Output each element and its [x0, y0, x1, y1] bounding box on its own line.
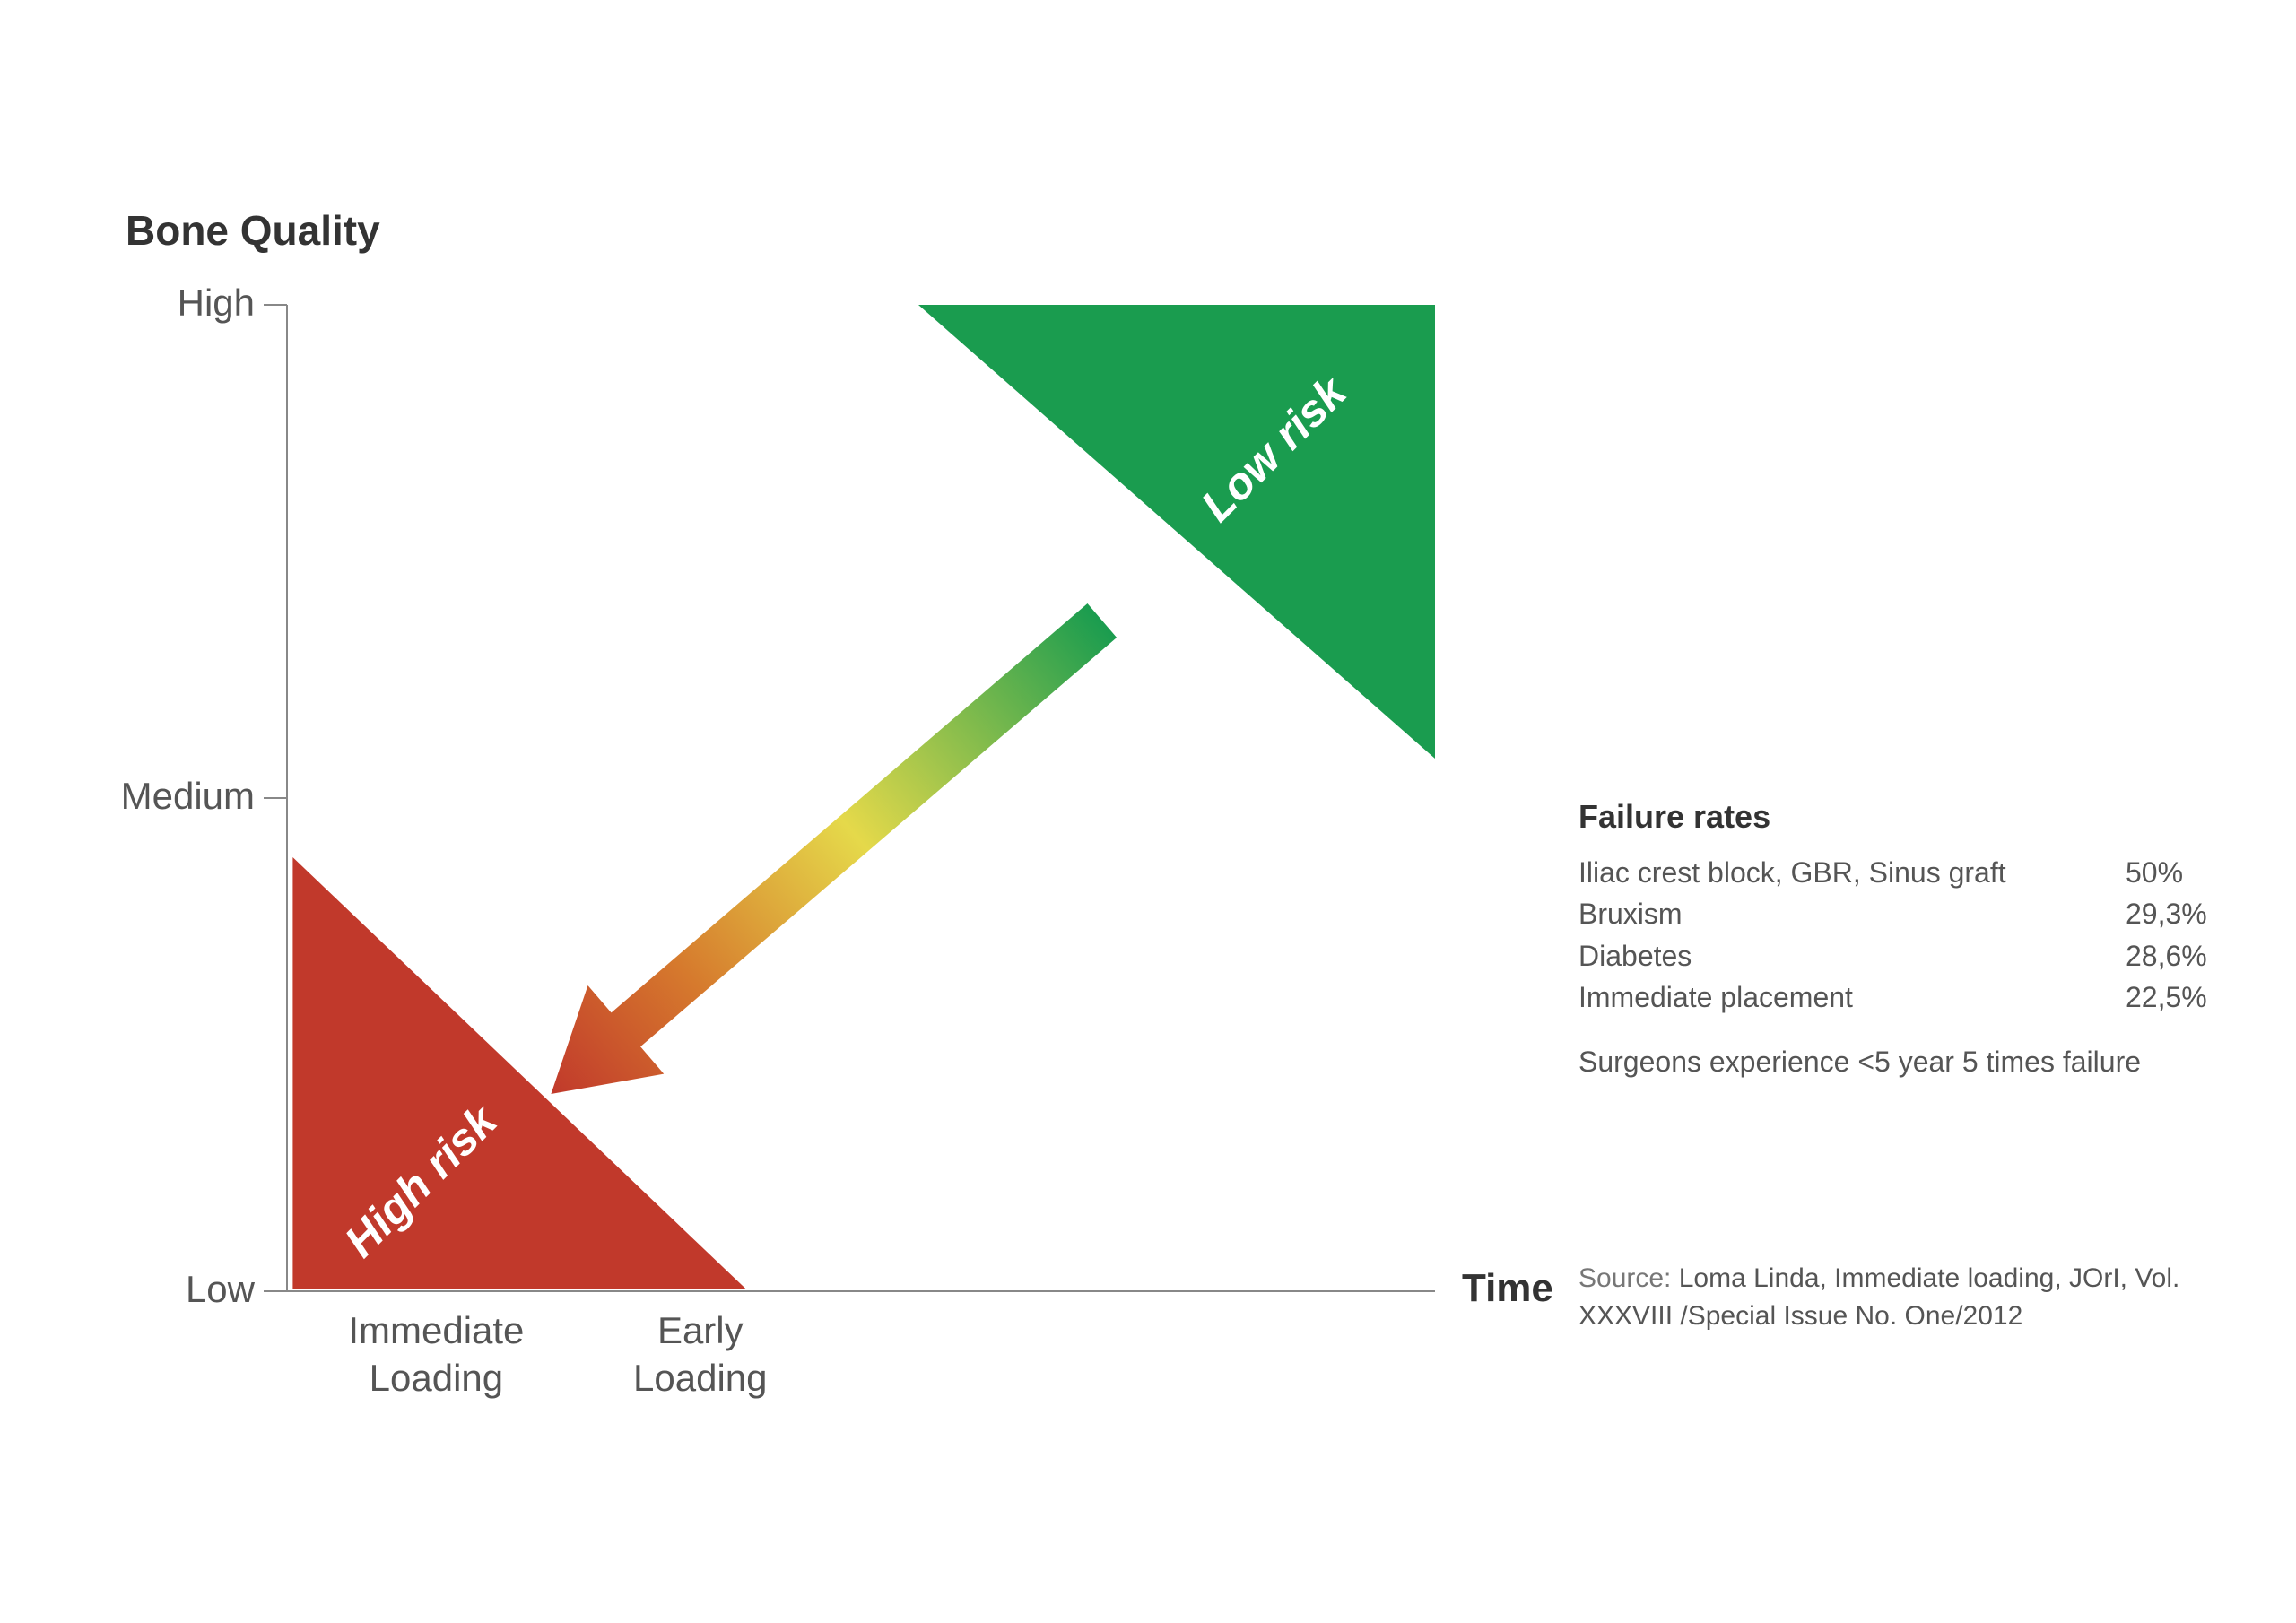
failure-rates-panel: Failure rates Iliac crest block, GBR, Si…: [1578, 798, 2224, 1079]
failure-rate-label: Diabetes: [1578, 935, 2108, 976]
failure-rate-label: Iliac crest block, GBR, Sinus graft: [1578, 852, 2108, 893]
x-axis-title: Time: [1462, 1266, 1553, 1311]
failure-rates-title: Failure rates: [1578, 798, 2224, 836]
source-citation: Source: Loma Linda, Immediate loading, J…: [1578, 1260, 2224, 1335]
y-tick-label: Low: [111, 1268, 255, 1311]
x-tick-label: ImmediateLoading: [319, 1307, 552, 1402]
failure-rate-row: Diabetes28,6%: [1578, 935, 2224, 976]
failure-rate-label: Bruxism: [1578, 893, 2108, 934]
source-label: Source:: [1578, 1263, 1671, 1293]
failure-rate-label: Immediate placement: [1578, 976, 2108, 1018]
failure-rate-value: 28,6%: [2108, 935, 2224, 976]
failure-rate-value: 29,3%: [2108, 893, 2224, 934]
failure-rate-row: Iliac crest block, GBR, Sinus graft50%: [1578, 852, 2224, 893]
failure-rate-row: Immediate placement22,5%: [1578, 976, 2224, 1018]
failure-rate-value: 22,5%: [2108, 976, 2224, 1018]
risk-chart: Bone Quality High riskLow risk Time High…: [126, 206, 1471, 1390]
failure-rate-row: Bruxism29,3%: [1578, 893, 2224, 934]
x-tick-label: EarlyLoading: [584, 1307, 817, 1402]
y-tick-label: High: [111, 282, 255, 325]
failure-rate-value: 50%: [2108, 852, 2224, 893]
failure-rates-note: Surgeons experience <5 year 5 times fail…: [1578, 1046, 2224, 1079]
chart-svg: High riskLow risk: [126, 206, 1471, 1390]
y-tick-label: Medium: [111, 775, 255, 818]
